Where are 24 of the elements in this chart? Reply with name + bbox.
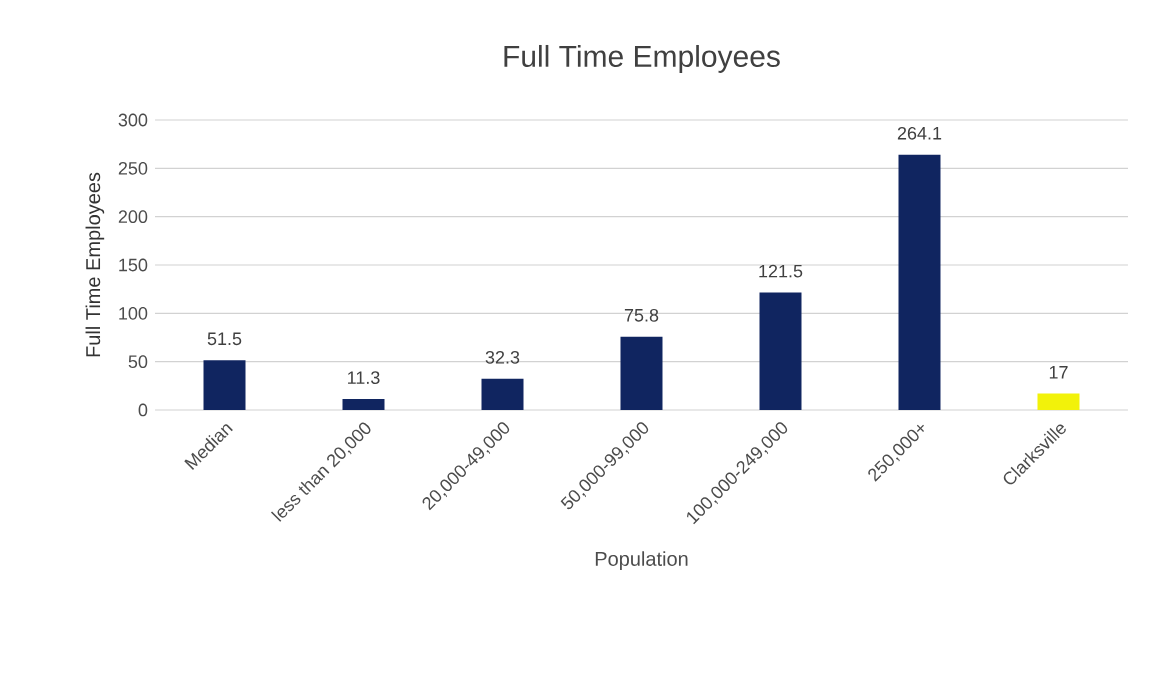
data-label: 75.8 — [624, 308, 659, 322]
data-label: 121.5 — [759, 264, 803, 278]
x-axis-title: Population — [595, 551, 688, 570]
chart-title: Full Time Employees — [504, 44, 780, 73]
data-label: 32.3 — [485, 350, 520, 364]
bar — [620, 336, 663, 410]
data-label: 51.5 — [207, 332, 242, 346]
y-tick-label: 200 — [118, 210, 148, 224]
data-label: 264.1 — [897, 126, 942, 140]
bar — [898, 154, 941, 410]
y-tick-label: 0 — [138, 403, 148, 417]
y-axis-title: Full Time Employees — [85, 172, 105, 357]
y-tick-label: 50 — [128, 355, 148, 369]
data-label: 11.3 — [348, 371, 380, 385]
y-tick-label: 100 — [119, 306, 148, 320]
bar — [759, 292, 802, 410]
y-tick-label: 150 — [119, 258, 148, 272]
bar — [1037, 393, 1080, 410]
data-label: 17 — [1049, 366, 1068, 379]
bar — [203, 360, 246, 410]
bar — [342, 399, 385, 410]
bar — [481, 378, 524, 410]
y-tick-label: 300 — [118, 113, 148, 127]
y-tick-label: 250 — [118, 161, 148, 175]
